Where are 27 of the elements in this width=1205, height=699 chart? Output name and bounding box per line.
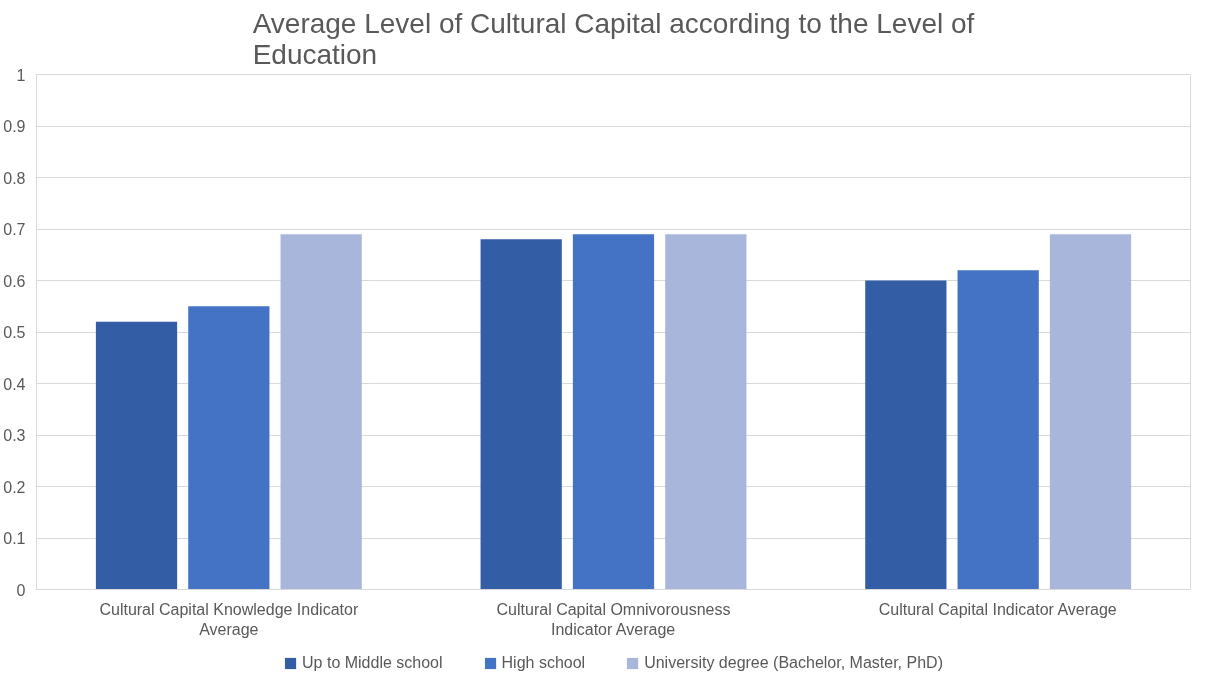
legend-label: University degree (Bachelor, Master, PhD) <box>644 653 943 672</box>
y-tick-label: 1 <box>16 66 26 84</box>
bar <box>572 234 655 590</box>
y-tick-label: 0.1 <box>3 530 26 547</box>
y-tick-label: 0.7 <box>3 221 26 238</box>
bar <box>865 280 947 590</box>
chart-title: Average Level of Cultural Capital according to the Level of Education <box>252 7 975 70</box>
y-tick-label: 0.6 <box>3 272 26 290</box>
bar <box>957 270 1039 590</box>
y-tick-label: 0.9 <box>3 118 26 135</box>
y-tick-label: 0.5 <box>3 324 26 341</box>
y-tick-label: 0 <box>16 581 26 599</box>
bar <box>480 239 562 590</box>
y-tick-label: 0.2 <box>3 478 26 496</box>
x-tick-label: Cultural Capital Knowledge Indicator Average <box>99 600 359 638</box>
bar <box>1049 234 1132 590</box>
legend-label: High school <box>501 653 586 672</box>
x-tick-label: Cultural Capital Omnivorousness Indicator Average <box>496 600 731 638</box>
y-tick-label: 0.8 <box>3 169 26 187</box>
x-tick-label: Cultural Capital Indicator Average <box>878 600 1117 618</box>
legend-label: Up to Middle school <box>302 653 443 672</box>
bar <box>95 321 178 590</box>
bar <box>188 306 270 590</box>
y-tick-label: 0.4 <box>3 375 26 393</box>
bar <box>280 234 362 590</box>
y-tick-label: 0.3 <box>3 427 26 444</box>
bar <box>665 234 747 590</box>
